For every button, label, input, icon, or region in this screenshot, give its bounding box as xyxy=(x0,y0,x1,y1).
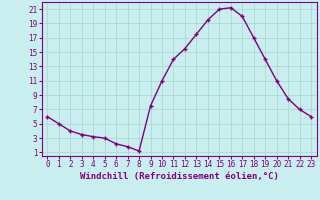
X-axis label: Windchill (Refroidissement éolien,°C): Windchill (Refroidissement éolien,°C) xyxy=(80,172,279,181)
